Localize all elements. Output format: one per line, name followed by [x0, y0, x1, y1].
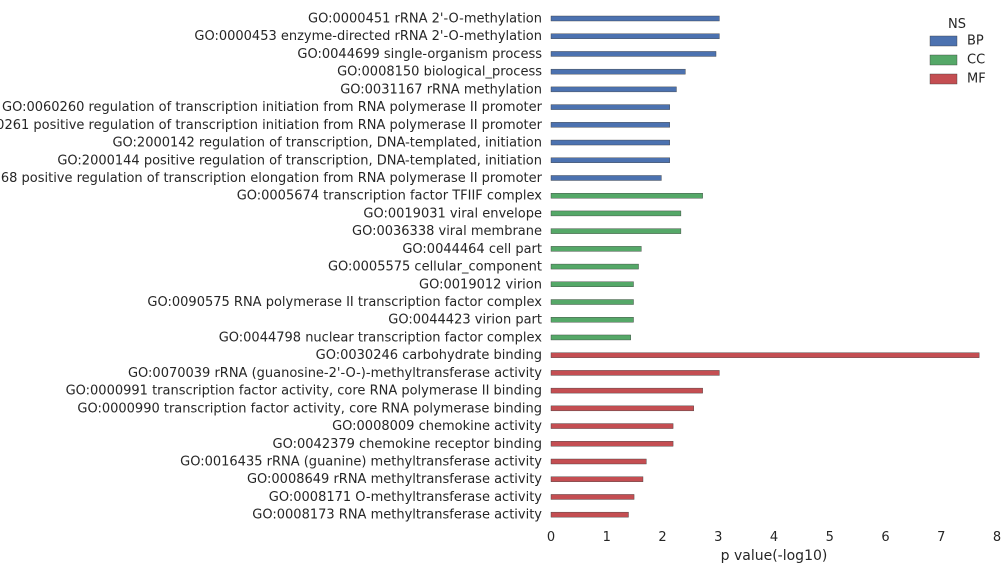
category-label: GO:0000990 transcription factor activity… [77, 401, 542, 416]
bar [550, 104, 670, 110]
category-label: GO:0031167 rRNA methylation [340, 82, 542, 97]
bar [550, 68, 686, 75]
bar [550, 281, 634, 287]
x-axis-ticks: 0 1 2 3 4 5 6 7 8 [547, 530, 1001, 545]
category-labels: GO:0000451 rRNA 2'-O-methylation GO:00004… [0, 12, 543, 523]
legend-swatch [929, 35, 958, 47]
x-tick-label: 3 [714, 530, 722, 545]
x-tick-label: 6 [881, 530, 889, 545]
legend-label: CC [967, 53, 985, 68]
bar [550, 405, 694, 412]
category-label: GO:2000142 regulation of transcription, … [112, 136, 542, 151]
bar [550, 511, 629, 518]
legend-entries: BP CC MF [929, 34, 986, 87]
bar [550, 86, 677, 93]
category-label: GO:0000453 enzyme-directed rRNA 2'-O-met… [194, 29, 542, 44]
bar [550, 299, 634, 305]
x-tick-label: 0 [547, 530, 555, 545]
category-label: GO:2000144 positive regulation of transc… [57, 153, 542, 168]
x-tick-label: 2 [658, 530, 666, 545]
legend: NS BP CC MF [929, 17, 986, 87]
category-label: GO:0070039 rRNA (guanosine-2'-O-)-methyl… [128, 366, 542, 381]
category-label: GO:0019012 virion [419, 277, 542, 292]
category-label: GO:0008009 chemokine activity [332, 419, 542, 434]
x-tick-label: 5 [826, 530, 834, 545]
bar [550, 51, 717, 57]
bar [550, 33, 720, 39]
category-label: GO:0030246 carbohydrate binding [316, 348, 542, 363]
category-label: GO:0042379 chemokine receptor binding [273, 437, 542, 452]
x-axis-title: p value(-log10) [721, 548, 828, 564]
x-tick-label: 1 [603, 530, 611, 545]
category-label: GO:0005575 cellular_component [328, 260, 542, 275]
legend-label: MF [967, 72, 986, 87]
category-label: GO:0032968 positive regulation of transc… [0, 171, 543, 186]
category-label: GO:0090575 RNA polymerase II transcripti… [147, 295, 542, 310]
bar [550, 210, 682, 217]
bar [550, 423, 674, 429]
bar [550, 441, 674, 447]
bars-group [550, 15, 980, 518]
category-label: GO:0036338 viral membrane [352, 224, 542, 239]
bar [550, 192, 703, 199]
bar [550, 334, 631, 341]
category-label: GO:0000991 transcription factor activity… [66, 384, 542, 399]
bar [550, 476, 644, 482]
bar [550, 228, 682, 234]
category-label: GO:0060260 regulation of transcription i… [2, 100, 543, 115]
bar [550, 387, 703, 394]
category-label: GO:0016435 rRNA (guanine) methyltransfer… [180, 455, 542, 470]
legend-swatch [929, 73, 958, 85]
bar [550, 175, 662, 181]
bar [550, 263, 639, 270]
bar [550, 370, 720, 376]
category-label: GO:0044798 nuclear transcription factor … [219, 330, 543, 345]
legend-label: BP [967, 34, 984, 49]
category-label: GO:0005674 transcription factor TFIIF co… [237, 189, 543, 204]
bar [550, 122, 670, 128]
bar [550, 246, 642, 252]
category-label: GO:0060261 positive regulation of transc… [0, 118, 543, 133]
bar [550, 352, 980, 358]
category-label: GO:0044423 virion part [388, 313, 542, 328]
legend-title: NS [948, 17, 966, 32]
x-tick-label: 8 [993, 530, 1001, 545]
category-label: GO:0044699 single-organism process [297, 47, 542, 62]
category-label: GO:0019031 viral envelope [363, 206, 542, 221]
category-label: GO:0008173 RNA methyltransferase activit… [252, 508, 542, 523]
category-label: GO:0008649 rRNA methyltransferase activi… [247, 472, 542, 487]
legend-swatch [929, 54, 958, 66]
bar [550, 157, 670, 163]
bar [550, 15, 720, 22]
category-label: GO:0008171 O-methyltransferase activity [269, 490, 543, 505]
bar [550, 458, 647, 465]
x-tick-label: 7 [937, 530, 945, 545]
bar [550, 494, 635, 500]
x-tick-label: 4 [770, 530, 778, 545]
category-label: GO:0008150 biological_process [337, 65, 542, 80]
category-label: GO:0000451 rRNA 2'-O-methylation [308, 12, 542, 27]
bar [550, 139, 670, 146]
bar [550, 317, 634, 323]
category-label: GO:0044464 cell part [402, 242, 542, 257]
